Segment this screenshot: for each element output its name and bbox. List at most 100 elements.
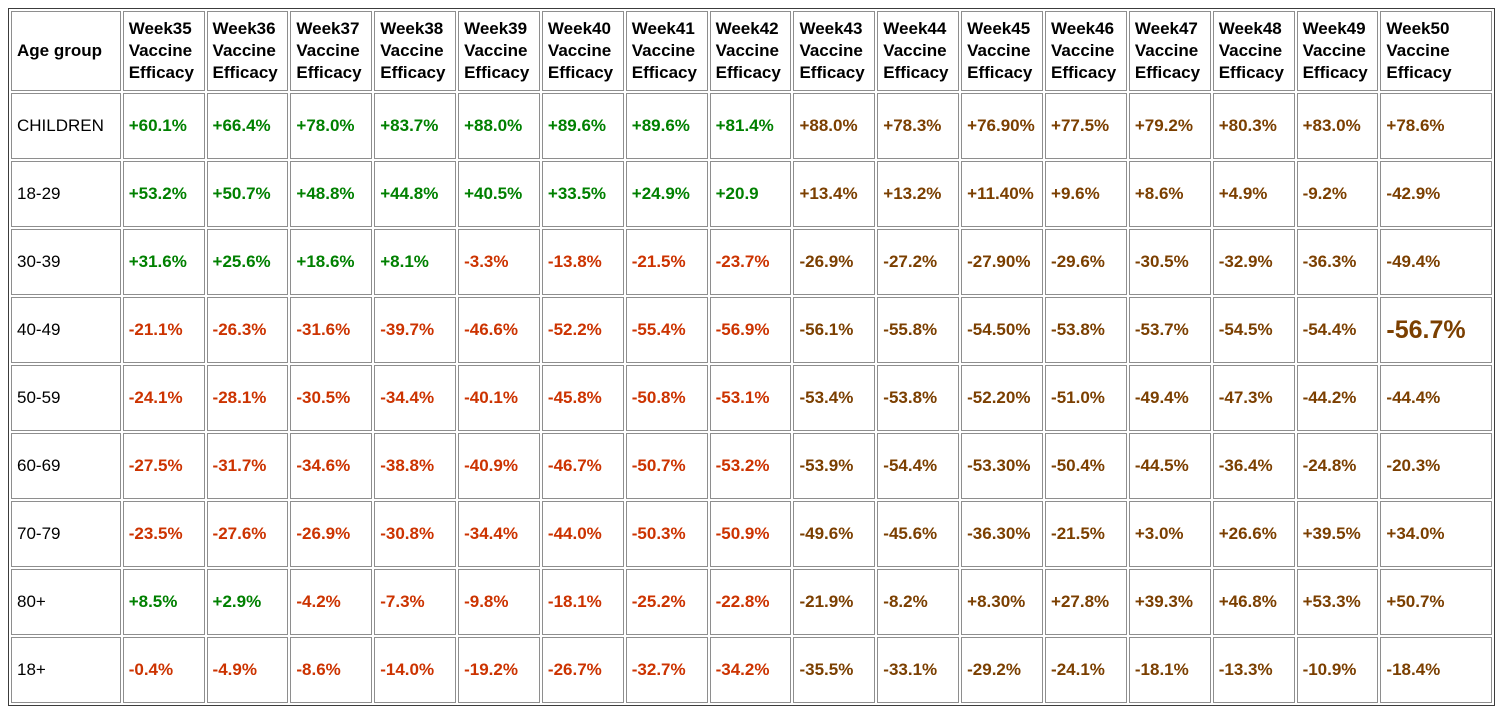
age-group-label: 18+: [11, 637, 121, 703]
efficacy-cell: -19.2%: [458, 637, 540, 703]
week-header: Week40 Vaccine Efficacy: [541, 11, 624, 91]
week-header: Week47 Vaccine Efficacy: [1128, 11, 1211, 91]
efficacy-cell: -4.2%: [290, 569, 373, 635]
efficacy-cell: -30.5%: [1128, 229, 1211, 295]
efficacy-cell: -53.8%: [1045, 297, 1127, 363]
efficacy-cell: +8.30%: [961, 569, 1044, 635]
efficacy-cell: -53.2%: [709, 433, 792, 499]
efficacy-cell: +13.4%: [793, 161, 876, 227]
efficacy-cell: -3.3%: [458, 229, 540, 295]
efficacy-cell: +83.0%: [1296, 93, 1379, 159]
efficacy-cell: -14.0%: [374, 637, 457, 703]
efficacy-cell: -29.6%: [1045, 229, 1127, 295]
week-header: Week35 Vaccine Efficacy: [122, 11, 205, 91]
age-group-label: 80+: [11, 569, 121, 635]
efficacy-cell: -13.8%: [541, 229, 624, 295]
efficacy-cell: -24.8%: [1296, 433, 1379, 499]
efficacy-cell: -31.7%: [206, 433, 289, 499]
efficacy-cell: -40.1%: [458, 365, 540, 431]
efficacy-cell: +8.1%: [374, 229, 457, 295]
efficacy-cell: -36.3%: [1296, 229, 1379, 295]
week-header: Week41 Vaccine Efficacy: [625, 11, 708, 91]
efficacy-cell: -20.3%: [1380, 433, 1492, 499]
efficacy-cell: -53.7%: [1128, 297, 1211, 363]
efficacy-cell: -23.7%: [709, 229, 792, 295]
age-group-label: 18-29: [11, 161, 121, 227]
efficacy-cell: -7.3%: [374, 569, 457, 635]
efficacy-cell: -27.5%: [122, 433, 205, 499]
efficacy-cell: +4.9%: [1212, 161, 1295, 227]
efficacy-cell: -53.4%: [793, 365, 876, 431]
efficacy-cell: -4.9%: [206, 637, 289, 703]
efficacy-cell: -8.2%: [877, 569, 960, 635]
efficacy-cell: -34.2%: [709, 637, 792, 703]
table-row: 30-39 +31.6% +25.6% +18.6% +8.1% -3.3% -13.8% -…: [11, 229, 1492, 295]
table-row: 18-29 +53.2% +50.7% +48.8% +44.8% +40.5% +33.5…: [11, 161, 1492, 227]
efficacy-cell: -26.9%: [793, 229, 876, 295]
efficacy-cell: +76.90%: [961, 93, 1044, 159]
efficacy-cell: -55.4%: [625, 297, 708, 363]
efficacy-cell: -27.90%: [961, 229, 1044, 295]
efficacy-cell: -25.2%: [625, 569, 708, 635]
efficacy-cell: +50.7%: [1380, 569, 1492, 635]
efficacy-cell: -9.2%: [1296, 161, 1379, 227]
header-row: Age group Week35 Vaccine Efficacy Week36 …: [11, 11, 1492, 91]
efficacy-cell: -46.7%: [541, 433, 624, 499]
week-header: Week49 Vaccine Efficacy: [1296, 11, 1379, 91]
efficacy-cell: -24.1%: [122, 365, 205, 431]
efficacy-cell: -34.4%: [374, 365, 457, 431]
age-group-header: Age group: [11, 11, 121, 91]
efficacy-cell: -36.4%: [1212, 433, 1295, 499]
efficacy-cell: -8.6%: [290, 637, 373, 703]
efficacy-cell: +27.8%: [1045, 569, 1127, 635]
efficacy-cell: +8.6%: [1128, 161, 1211, 227]
table-body: CHILDREN +60.1% +66.4% +78.0% +83.7% +88.0% +8…: [11, 93, 1492, 703]
efficacy-cell: +78.6%: [1380, 93, 1492, 159]
efficacy-cell: -40.9%: [458, 433, 540, 499]
age-group-label: CHILDREN: [11, 93, 121, 159]
efficacy-cell: -44.0%: [541, 501, 624, 567]
age-group-label: 60-69: [11, 433, 121, 499]
efficacy-cell: -46.6%: [458, 297, 540, 363]
efficacy-cell: +78.0%: [290, 93, 373, 159]
week-header: Week44 Vaccine Efficacy: [877, 11, 960, 91]
efficacy-cell: -22.8%: [709, 569, 792, 635]
efficacy-cell: +24.9%: [625, 161, 708, 227]
efficacy-cell: +33.5%: [541, 161, 624, 227]
efficacy-cell: -34.6%: [290, 433, 373, 499]
efficacy-cell: +2.9%: [206, 569, 289, 635]
efficacy-cell: -50.4%: [1045, 433, 1127, 499]
table-header: Age group Week35 Vaccine Efficacy Week36 …: [11, 11, 1492, 91]
efficacy-cell: -30.8%: [374, 501, 457, 567]
efficacy-cell: -21.9%: [793, 569, 876, 635]
week-header: Week42 Vaccine Efficacy: [709, 11, 792, 91]
efficacy-cell: -27.2%: [877, 229, 960, 295]
efficacy-cell: -26.9%: [290, 501, 373, 567]
week-header: Week46 Vaccine Efficacy: [1045, 11, 1127, 91]
efficacy-cell: -54.5%: [1212, 297, 1295, 363]
efficacy-cell: +48.8%: [290, 161, 373, 227]
efficacy-cell: -23.5%: [122, 501, 205, 567]
vaccine-efficacy-table: Age group Week35 Vaccine Efficacy Week36 …: [8, 8, 1495, 706]
efficacy-cell: -32.9%: [1212, 229, 1295, 295]
week-header: Week43 Vaccine Efficacy: [793, 11, 876, 91]
efficacy-cell: -50.3%: [625, 501, 708, 567]
efficacy-cell: -0.4%: [122, 637, 205, 703]
efficacy-cell: -9.8%: [458, 569, 540, 635]
efficacy-cell: -18.1%: [1128, 637, 1211, 703]
efficacy-cell: +66.4%: [206, 93, 289, 159]
efficacy-cell: -34.4%: [458, 501, 540, 567]
table-row: 60-69 -27.5% -31.7% -34.6% -38.8% -40.9% -46.7…: [11, 433, 1492, 499]
efficacy-cell: +88.0%: [793, 93, 876, 159]
efficacy-cell: -45.6%: [877, 501, 960, 567]
efficacy-cell: +50.7%: [206, 161, 289, 227]
table-row: 80+ +8.5% +2.9% -4.2% -7.3% -9.8% -18.1% -25.2%…: [11, 569, 1492, 635]
efficacy-cell: -30.5%: [290, 365, 373, 431]
week-header: Week37 Vaccine Efficacy: [290, 11, 373, 91]
week-header: Week38 Vaccine Efficacy: [374, 11, 457, 91]
efficacy-cell: +78.3%: [877, 93, 960, 159]
efficacy-cell: -56.9%: [709, 297, 792, 363]
efficacy-cell: -54.4%: [1296, 297, 1379, 363]
table-row: 18+ -0.4% -4.9% -8.6% -14.0% -19.2% -26.7% -32.…: [11, 637, 1492, 703]
efficacy-cell: -50.9%: [709, 501, 792, 567]
